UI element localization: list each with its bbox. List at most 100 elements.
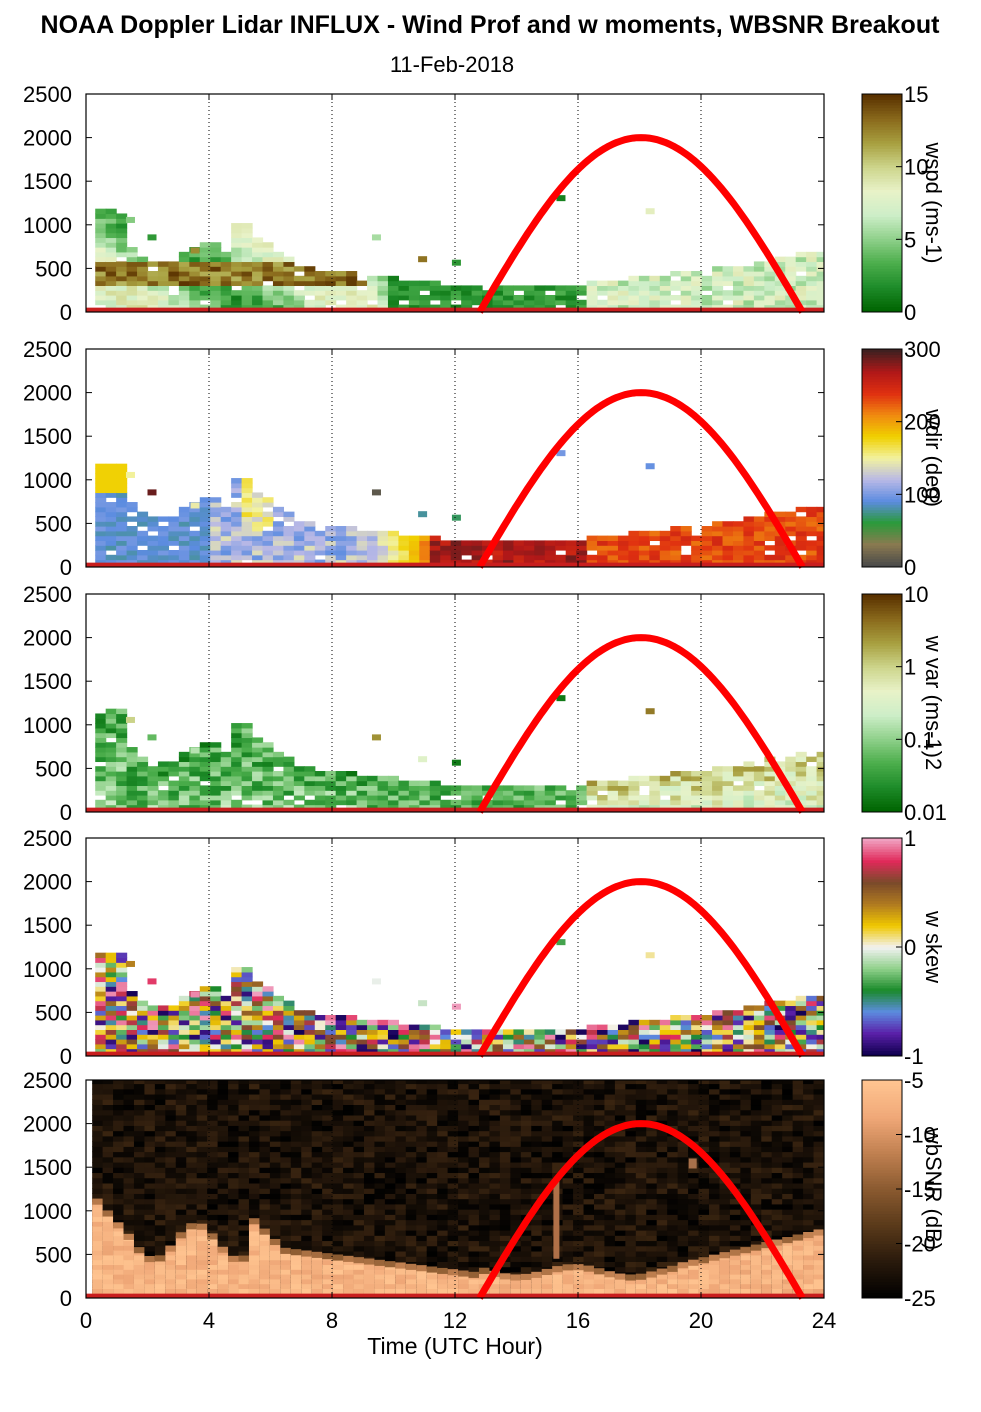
- colorbar-segment: [862, 979, 902, 983]
- colorbar-segment: [862, 765, 902, 769]
- colorbar-segment: [862, 892, 902, 896]
- colorbar-segment: [862, 403, 902, 407]
- colorbar-segment: [862, 673, 902, 677]
- solar-elevation-curve: [476, 634, 806, 814]
- colorbar-segment: [862, 512, 902, 516]
- colorbar-tick-label: 0: [904, 555, 916, 580]
- colorbar-segment: [862, 246, 902, 250]
- colorbar-segment: [862, 683, 902, 688]
- colorbar-segment: [862, 1112, 902, 1116]
- heatmap-cells: [86, 450, 824, 567]
- colorbar-segment: [862, 238, 902, 242]
- colorbar-segment: [862, 686, 902, 690]
- colorbar-segment: [862, 1109, 902, 1114]
- x-tick-label: 8: [326, 1308, 338, 1333]
- colorbar-segment: [862, 963, 902, 967]
- panel-w-skew: 0 500 1000 1500 2000 2500 -1 0 1 w skew: [23, 826, 946, 1069]
- colorbar-segment: [862, 1213, 902, 1217]
- y-tick-label: 2000: [23, 126, 72, 151]
- colorbar-segment: [862, 1053, 902, 1057]
- colorbar-segment: [862, 164, 902, 169]
- colorbar-segment: [862, 719, 902, 723]
- colorbar-segment: [862, 1131, 902, 1135]
- colorbar-segment: [862, 889, 902, 893]
- colorbar-segment: [862, 537, 902, 541]
- colorbar-segment: [862, 189, 902, 193]
- colorbar-segment: [862, 982, 902, 986]
- y-tick-label: 500: [35, 1000, 72, 1025]
- colorbar-segment: [862, 1139, 902, 1144]
- colorbar-segment: [862, 851, 902, 855]
- colorbar-segment: [862, 993, 902, 997]
- colorbar-segment: [862, 249, 902, 253]
- colorbar-segment: [862, 694, 902, 699]
- colorbar-segment: [862, 876, 902, 880]
- colorbar-segment: [862, 776, 902, 780]
- colorbar-segment: [862, 400, 902, 404]
- colorbar-segment: [862, 1123, 902, 1127]
- colorbar-segment: [862, 757, 902, 761]
- y-tick-label: 2500: [23, 82, 72, 107]
- colorbar-segment: [862, 752, 902, 756]
- colorbar-segment: [862, 354, 902, 358]
- y-tick-label: 2500: [23, 582, 72, 607]
- colorbar-tick-label: 10: [904, 582, 928, 607]
- colorbar-segment: [862, 1202, 902, 1206]
- colorbar-segment: [862, 252, 902, 256]
- colorbar: 0 100 200 300 wdir (deg): [861, 337, 946, 580]
- y-tick-label: 1000: [23, 213, 72, 238]
- colorbar-segment: [862, 865, 902, 869]
- colorbar-segment: [862, 746, 902, 750]
- colorbar-segment: [862, 203, 902, 207]
- colorbar-segment: [862, 1186, 902, 1190]
- colorbar-segment: [862, 1145, 902, 1149]
- colorbar-segment: [862, 531, 902, 535]
- colorbar-segment: [862, 1093, 902, 1097]
- colorbar-segment: [862, 148, 902, 152]
- colorbar-segment: [862, 292, 902, 297]
- panel-wdir: 0 500 1000 1500 2000 2500 0 100 200 300 wdir (deg): [23, 337, 946, 580]
- colorbar-segment: [862, 705, 902, 709]
- colorbar-segment: [862, 417, 902, 421]
- colorbar-segment: [862, 664, 902, 669]
- colorbar-segment: [862, 870, 902, 874]
- y-tick-label: 1000: [23, 713, 72, 738]
- colorbar-segment: [862, 1276, 902, 1280]
- colorbar-segment: [862, 1216, 902, 1220]
- colorbar-segment: [862, 501, 902, 505]
- solar-elevation-curve: [476, 1120, 806, 1300]
- heatmap-cells: [86, 1080, 824, 1298]
- colorbar-tick-label: -25: [904, 1286, 936, 1311]
- colorbar-segment: [862, 433, 902, 437]
- colorbar-segment: [862, 971, 902, 975]
- colorbar-segment: [862, 843, 902, 847]
- colorbar-segment: [862, 670, 902, 674]
- colorbar-segment: [862, 389, 902, 394]
- colorbar-segment: [862, 1088, 902, 1092]
- colorbar-segment: [862, 411, 902, 415]
- colorbar-segment: [862, 216, 902, 220]
- colorbar-segment: [862, 626, 902, 630]
- colorbar-segment: [862, 460, 902, 464]
- y-tick-label: 1500: [23, 424, 72, 449]
- colorbar-segment: [862, 651, 902, 655]
- colorbar-segment: [862, 857, 902, 861]
- colorbar-segment: [862, 713, 902, 718]
- colorbar-segment: [862, 1148, 902, 1152]
- y-tick-label: 1500: [23, 169, 72, 194]
- colorbar-segment: [862, 862, 902, 866]
- colorbar-segment: [862, 194, 902, 199]
- colorbar-segment: [862, 545, 902, 549]
- colorbar-segment: [862, 1017, 902, 1022]
- colorbar-segment: [862, 134, 902, 139]
- colorbar-segment: [862, 273, 902, 278]
- colorbar-segment: [862, 1045, 902, 1049]
- colorbar-segment: [862, 906, 902, 910]
- colorbar-segment: [862, 564, 902, 568]
- colorbar-segment: [862, 526, 902, 530]
- colorbar-segment: [862, 520, 902, 524]
- colorbar-segment: [862, 782, 902, 786]
- colorbar-segment: [862, 153, 902, 158]
- colorbar-segment: [862, 504, 902, 508]
